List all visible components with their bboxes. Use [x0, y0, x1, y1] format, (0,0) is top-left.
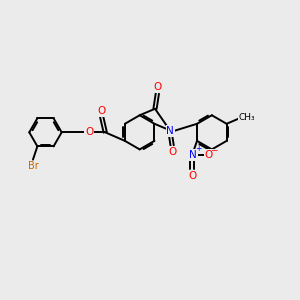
Text: O: O — [188, 171, 196, 181]
Text: Br: Br — [28, 161, 38, 171]
Text: N: N — [167, 126, 174, 136]
Text: O: O — [85, 127, 93, 137]
Text: O: O — [169, 147, 177, 157]
Text: CH₃: CH₃ — [239, 113, 256, 122]
Text: O: O — [97, 106, 105, 116]
Text: O: O — [205, 150, 213, 160]
Text: N: N — [189, 150, 197, 160]
Text: O: O — [154, 82, 162, 92]
Text: +: + — [196, 144, 202, 153]
Text: −: − — [210, 145, 218, 154]
